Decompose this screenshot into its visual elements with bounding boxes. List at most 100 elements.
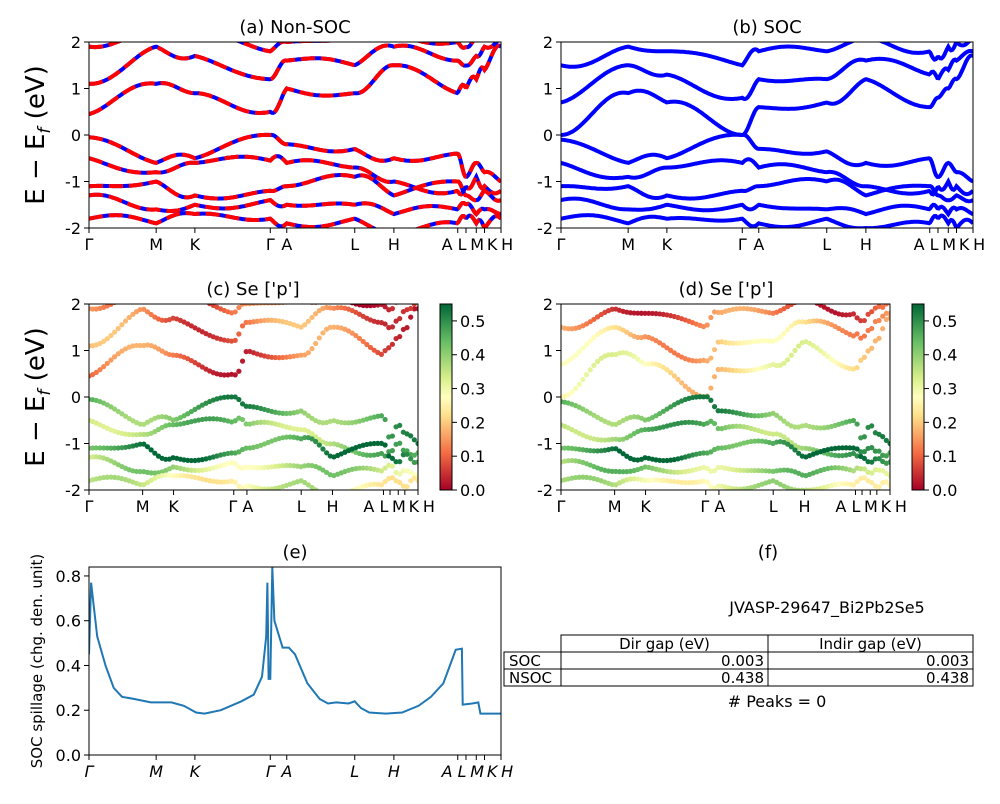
projection-point (250, 464, 257, 471)
y-tick-label: 0 (543, 388, 553, 407)
band-line (561, 132, 973, 184)
projection-point (90, 445, 96, 451)
k-tick-label: M (136, 497, 150, 516)
k-tick-label: L (458, 235, 467, 254)
band-line (561, 177, 973, 204)
projection-point (149, 290, 154, 295)
projection-point (711, 404, 718, 410)
projection-point (415, 459, 418, 465)
y-tick-label: 0.2 (56, 701, 81, 720)
k-tick-label: M (470, 235, 484, 254)
projection-point (858, 466, 864, 472)
projection-point (796, 343, 802, 349)
projection-point (397, 479, 403, 486)
projection-point (788, 304, 794, 308)
projection-point (591, 335, 597, 341)
band-line (561, 53, 973, 138)
y-tick-label: -2 (537, 219, 553, 238)
k-tick-label: H (388, 235, 400, 254)
k-tick-label: L (350, 235, 359, 254)
projection-point (382, 304, 388, 310)
band-line (561, 213, 973, 228)
y-tick-label: -1 (537, 435, 553, 454)
projection-point (389, 475, 396, 481)
projection-point (854, 315, 860, 321)
y-tick-label: -2 (65, 481, 81, 500)
projection-point (250, 304, 257, 306)
projection-point (883, 470, 889, 477)
projection-point (609, 421, 615, 427)
projection-point (591, 316, 597, 322)
projection-point (858, 449, 864, 455)
projection-point (609, 306, 615, 312)
projection-point (565, 392, 571, 398)
projection-point (598, 437, 604, 443)
y-tick-label: 0 (71, 388, 81, 407)
projection-point (785, 357, 791, 363)
projection-point (774, 412, 780, 418)
k-tick-label: Γ (85, 762, 95, 781)
projection-point (591, 362, 597, 369)
projection-point (583, 372, 590, 378)
projection-point (711, 347, 718, 353)
projection-point (609, 481, 615, 488)
projection-point (371, 440, 377, 447)
projection-point (861, 434, 868, 440)
projection-point (854, 478, 860, 485)
projection-point (755, 467, 762, 474)
projection-point (115, 351, 121, 357)
projection-point (704, 394, 710, 400)
projection-point (583, 341, 590, 348)
projection-point (609, 436, 615, 442)
projection-point (254, 465, 260, 471)
projection-point (382, 442, 388, 448)
projection-point (331, 293, 336, 298)
k-tick-label: M (942, 235, 956, 254)
projection-point (832, 465, 838, 471)
projection-point (232, 337, 238, 343)
k-tick-label: H (388, 762, 400, 781)
projection-point (876, 317, 882, 324)
projection-point (328, 293, 333, 298)
projection-point (397, 333, 403, 340)
projection-point (872, 448, 878, 454)
k-tick-label: A (835, 497, 846, 516)
k-tick-label: L (350, 762, 359, 781)
projection-point (594, 358, 601, 365)
projection-point (646, 310, 652, 316)
table-row-label: SOC (509, 652, 541, 670)
projection-point (305, 482, 311, 488)
projection-point (174, 296, 179, 301)
projection-point (704, 358, 710, 364)
projection-point (232, 394, 238, 400)
projection-point (861, 333, 868, 339)
projection-point (375, 440, 381, 446)
projection-point (378, 351, 385, 357)
projection-point (715, 408, 721, 414)
panel-a-plot-area (89, 42, 501, 228)
projection-point (635, 310, 641, 316)
projection-point (565, 358, 571, 364)
k-tick-label: L (769, 497, 778, 516)
projection-point (185, 295, 190, 300)
projection-point (397, 297, 402, 302)
projection-point (887, 440, 890, 447)
k-tick-label: H (501, 762, 513, 781)
projection-point (166, 422, 173, 428)
projection-point (810, 318, 816, 324)
projection-point (854, 421, 860, 427)
projection-point (353, 333, 359, 339)
projection-point (752, 413, 758, 419)
y-tick-label: -2 (537, 481, 553, 500)
projection-point (796, 450, 802, 456)
projection-point (393, 318, 399, 324)
projection-point (108, 357, 114, 363)
colorbar-tick-label: 0.0 (460, 481, 485, 500)
projection-point (411, 452, 417, 458)
k-tick-label: Γ (85, 235, 94, 254)
panel-b-plot-area (561, 42, 973, 228)
projection-point (412, 292, 417, 297)
projection-point (339, 296, 344, 301)
